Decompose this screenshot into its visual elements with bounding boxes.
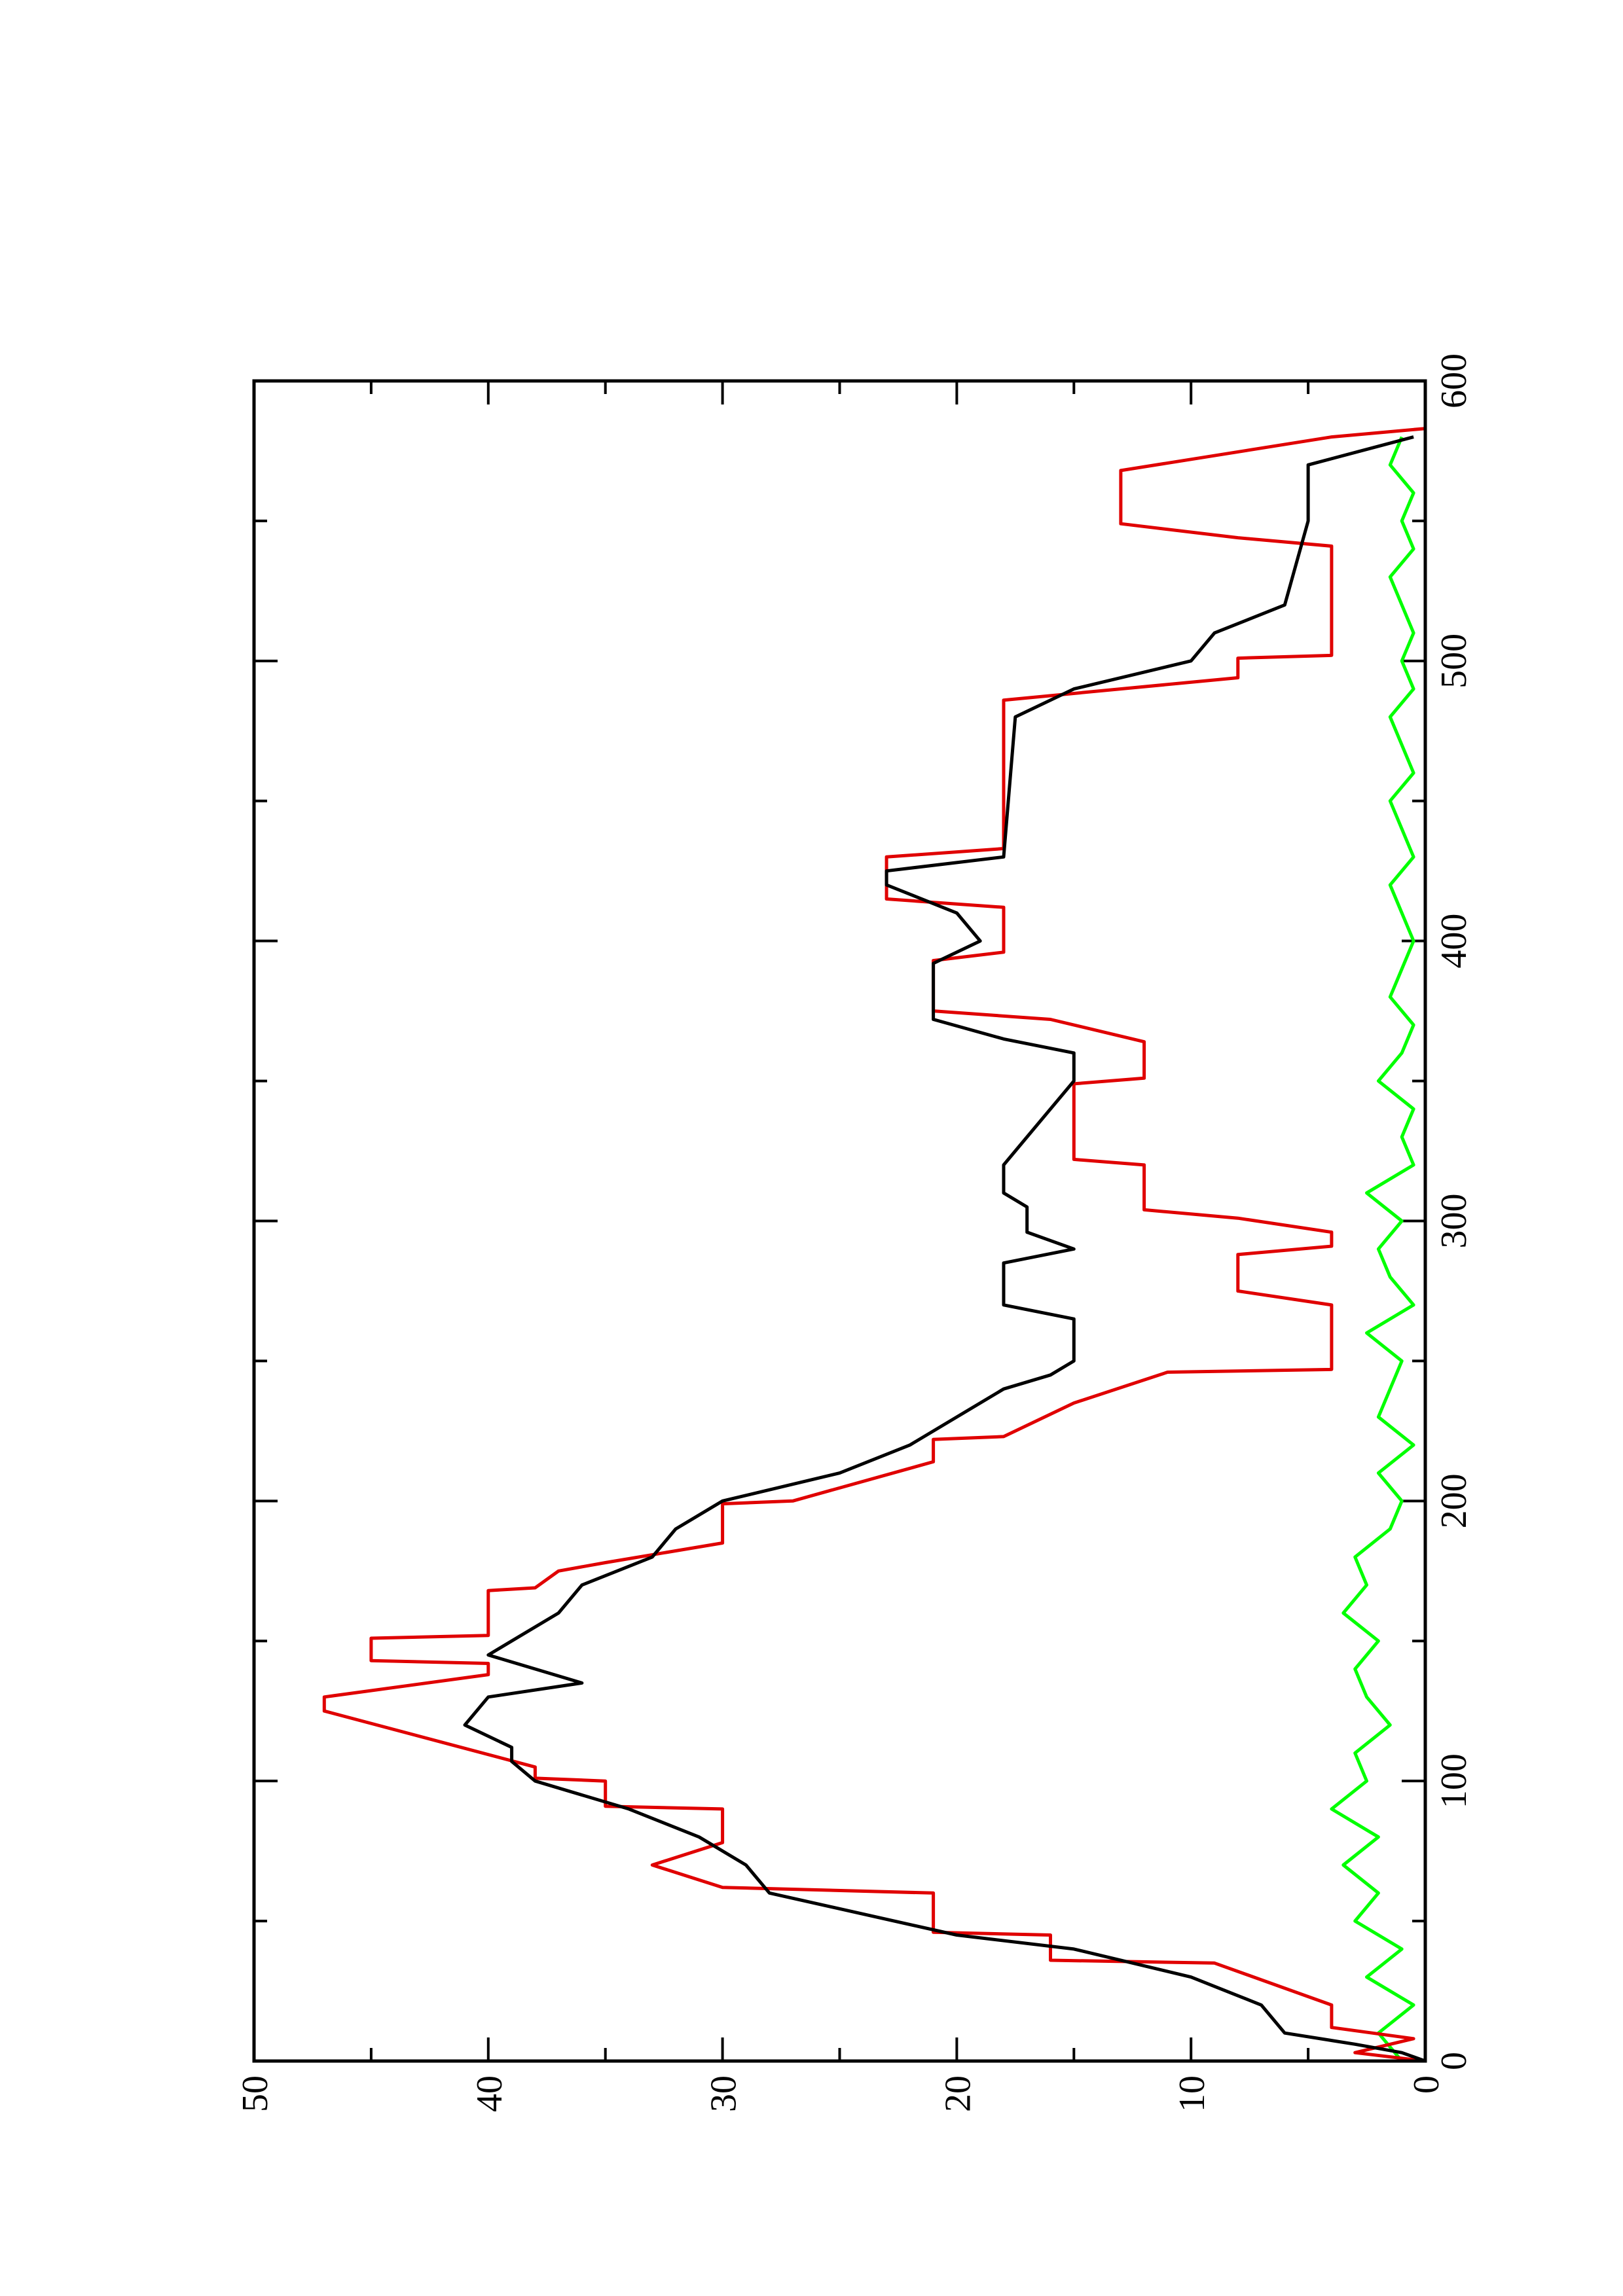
x-tick-label: 300	[1434, 1194, 1474, 1249]
x-tick-label: 400	[1434, 914, 1474, 969]
y-tick-label: 50	[235, 2075, 276, 2112]
x-tick-label: 100	[1434, 1753, 1474, 1808]
series-line	[1330, 436, 1415, 2062]
y-tick-label: 40	[469, 2075, 510, 2112]
y-tick-label: 20	[938, 2075, 978, 2112]
plot-area: 0 100 200 300 400 500 600 0 10 20 30 40 50	[235, 353, 1474, 2112]
y-tick-label: 30	[704, 2075, 744, 2112]
x-tick-label: 200	[1434, 1473, 1474, 1528]
x-tick-label: 600	[1434, 353, 1474, 408]
x-tick-label: 500	[1434, 634, 1474, 689]
plot-frame	[252, 379, 1427, 2063]
y-tick-label: 0	[1406, 2075, 1447, 2094]
series-line	[463, 435, 1426, 2063]
series-line	[322, 427, 1426, 2063]
y-tick-label: 10	[1172, 2075, 1213, 2112]
x-tick-label: 0	[1434, 2052, 1474, 2070]
